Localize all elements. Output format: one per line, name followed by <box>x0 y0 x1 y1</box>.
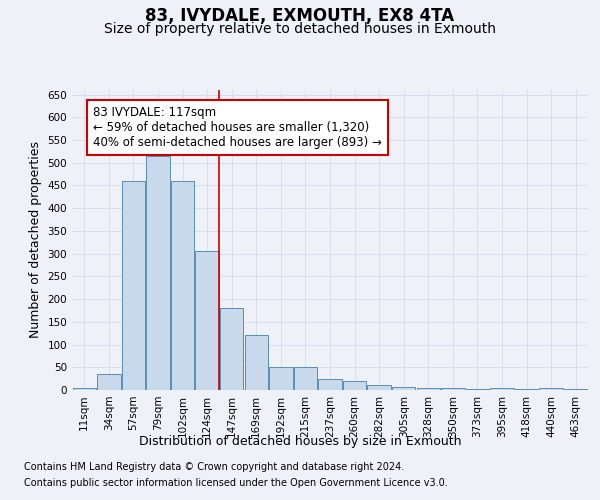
Text: 83, IVYDALE, EXMOUTH, EX8 4TA: 83, IVYDALE, EXMOUTH, EX8 4TA <box>145 8 455 26</box>
Bar <box>392 387 415 390</box>
Bar <box>515 388 538 390</box>
Text: Contains public sector information licensed under the Open Government Licence v3: Contains public sector information licen… <box>24 478 448 488</box>
Bar <box>319 378 341 390</box>
Bar <box>294 368 317 390</box>
Bar <box>269 368 293 390</box>
Bar <box>441 388 464 390</box>
Bar <box>490 388 514 390</box>
Bar <box>171 181 194 390</box>
Bar <box>367 384 391 390</box>
Bar <box>220 308 244 390</box>
Bar <box>416 388 440 390</box>
Bar <box>564 388 587 390</box>
Bar <box>539 388 563 390</box>
Text: Contains HM Land Registry data © Crown copyright and database right 2024.: Contains HM Land Registry data © Crown c… <box>24 462 404 472</box>
Text: Distribution of detached houses by size in Exmouth: Distribution of detached houses by size … <box>139 435 461 448</box>
Bar <box>97 374 121 390</box>
Bar <box>146 156 170 390</box>
Bar <box>245 336 268 390</box>
Text: 83 IVYDALE: 117sqm
← 59% of detached houses are smaller (1,320)
40% of semi-deta: 83 IVYDALE: 117sqm ← 59% of detached hou… <box>93 106 382 149</box>
Y-axis label: Number of detached properties: Number of detached properties <box>29 142 42 338</box>
Bar <box>73 388 96 390</box>
Bar <box>122 181 145 390</box>
Bar <box>466 388 489 390</box>
Text: Size of property relative to detached houses in Exmouth: Size of property relative to detached ho… <box>104 22 496 36</box>
Bar <box>196 252 219 390</box>
Bar <box>343 381 366 390</box>
